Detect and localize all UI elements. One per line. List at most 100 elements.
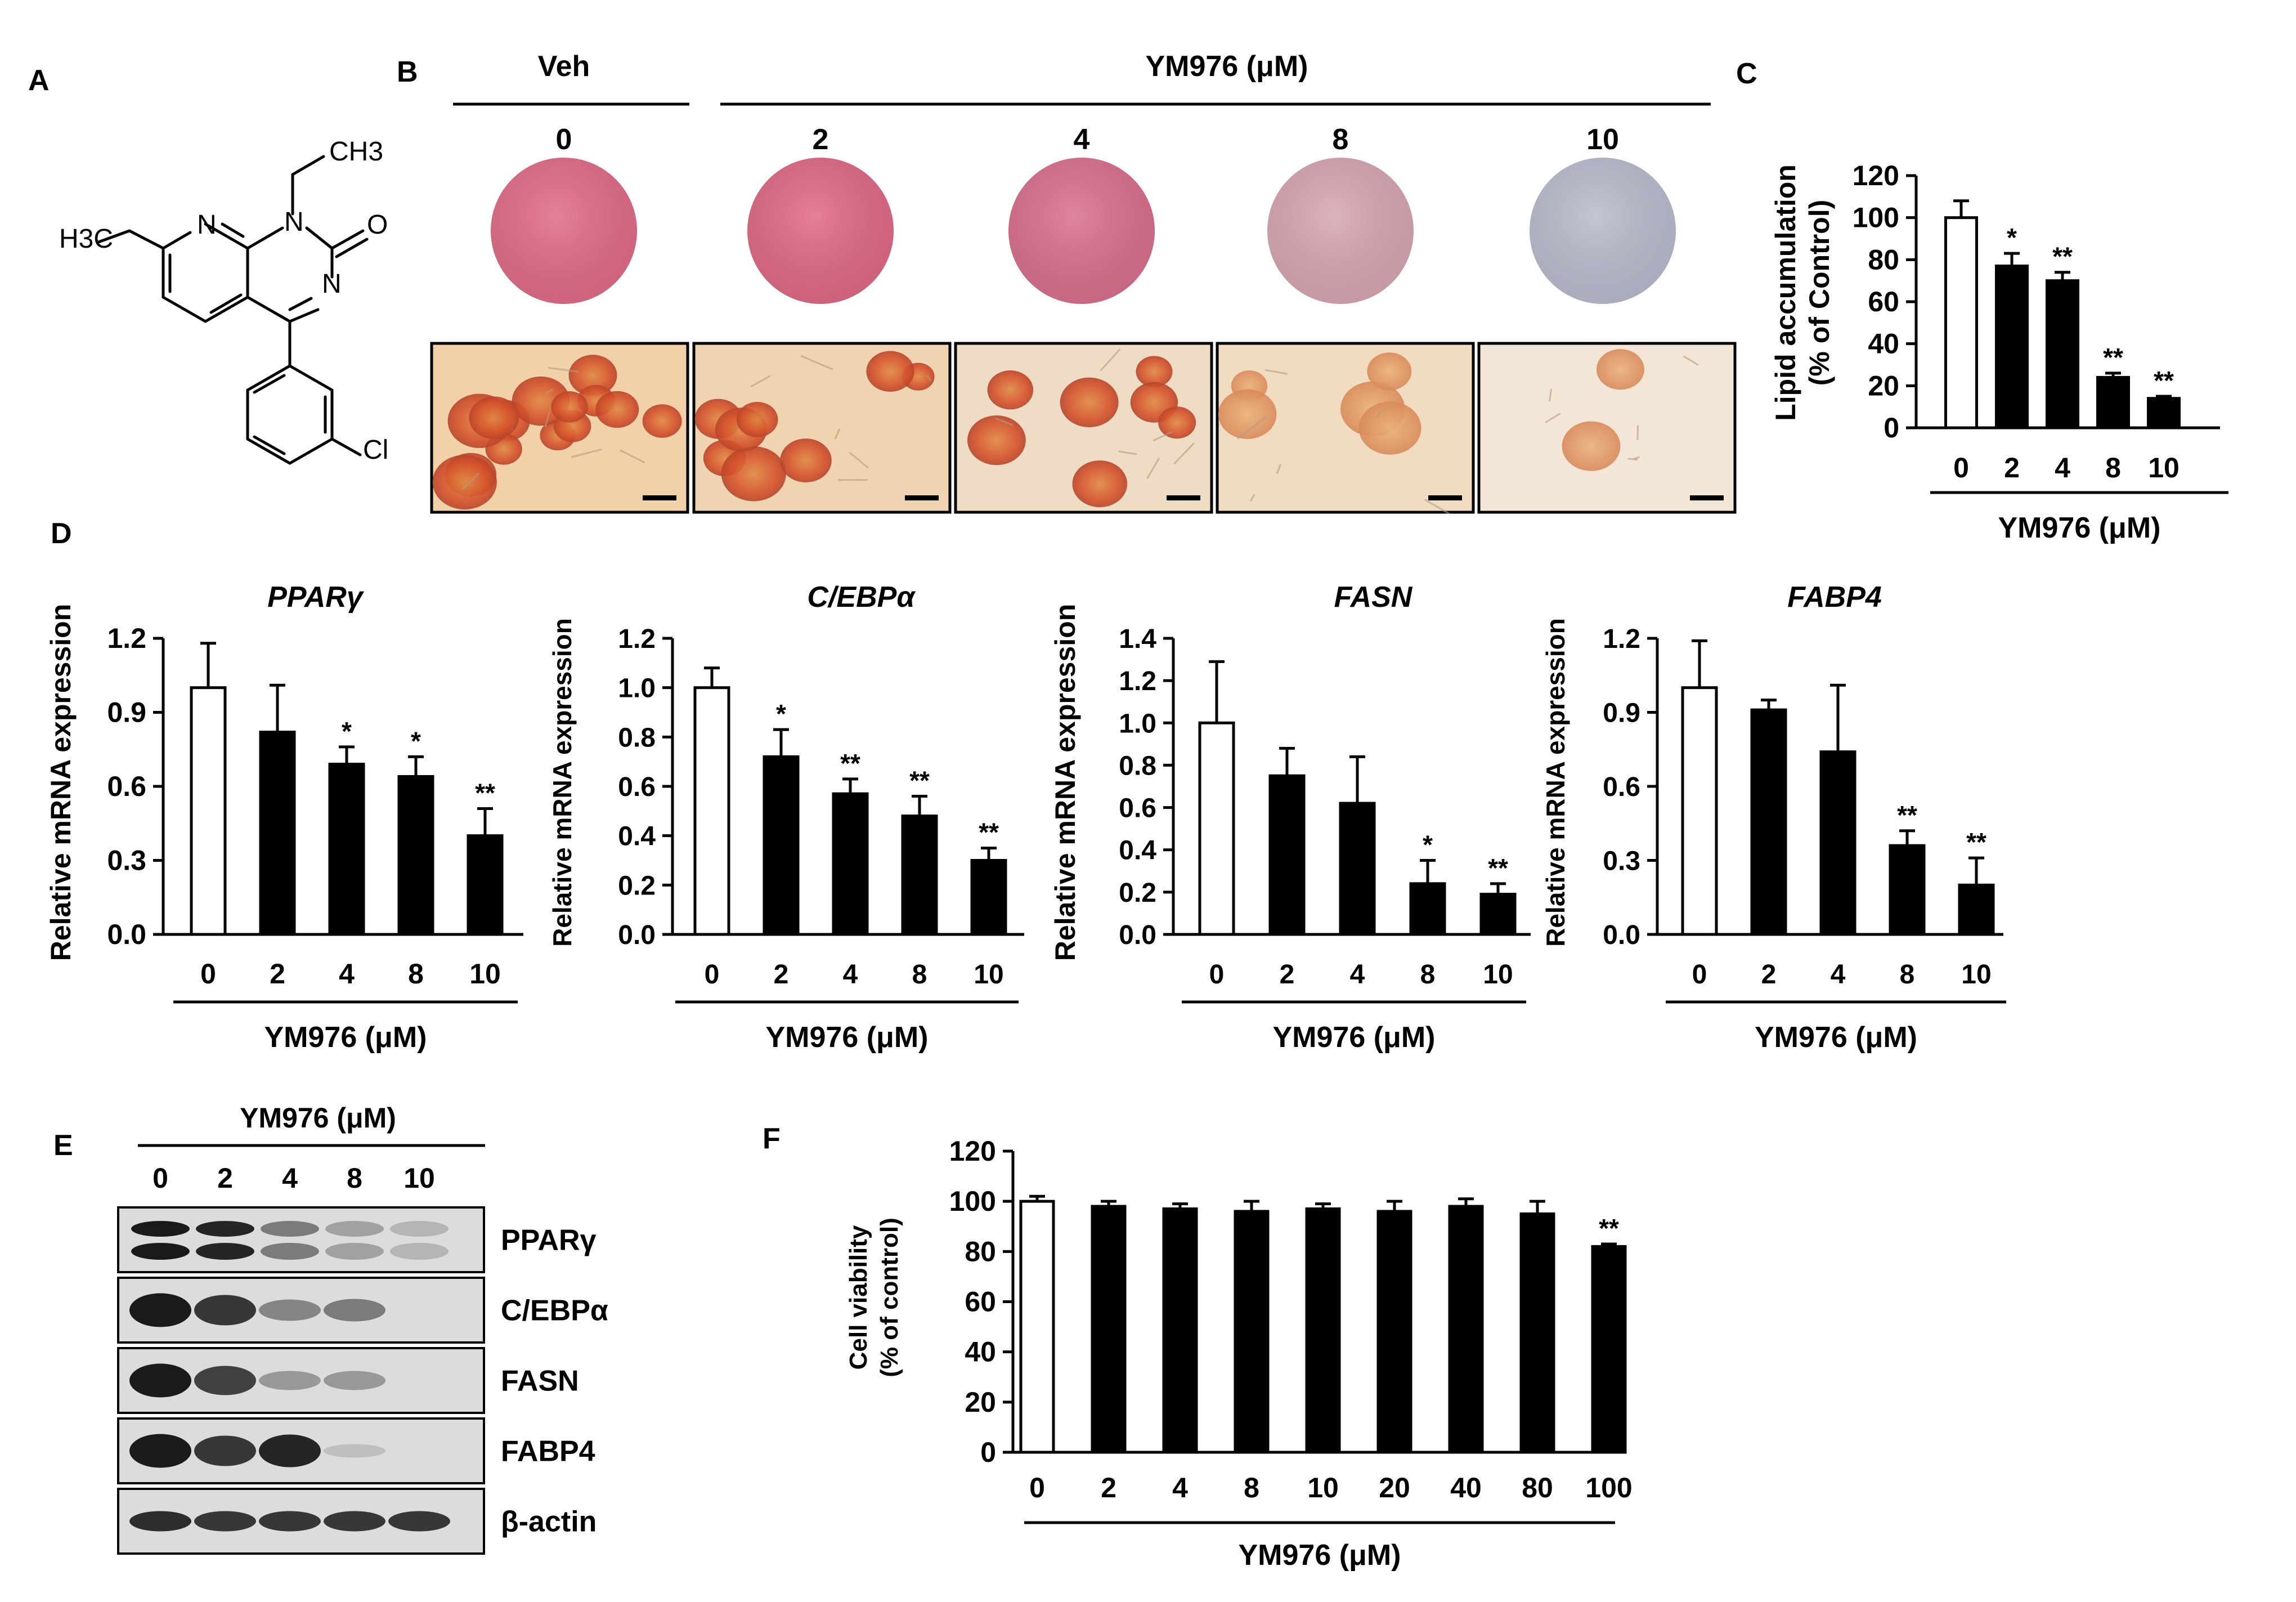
x-tick-label: 10 — [974, 960, 1003, 990]
fibroblast-edge — [1264, 369, 1288, 375]
blot-protein-label: FABP4 — [501, 1435, 595, 1468]
lipid-cell — [1218, 389, 1277, 439]
fibroblast-edge — [460, 472, 480, 491]
x-tick-label: 8 — [1244, 1472, 1259, 1503]
x-tick-label: 8 — [1420, 960, 1436, 990]
bar — [1819, 750, 1856, 936]
x-tick-label: 4 — [339, 958, 355, 990]
y-tick-label: 100 — [1853, 202, 1899, 234]
fibroblast-edge — [1549, 388, 1552, 402]
x-tick-label: 0 — [1029, 1472, 1045, 1503]
significance-mark: * — [1423, 830, 1433, 860]
bar — [190, 686, 227, 936]
scale-bar — [643, 495, 676, 500]
x-tick-label: 4 — [1172, 1472, 1188, 1503]
y-tick-label: 1.0 — [618, 674, 656, 704]
well-shading — [1530, 158, 1676, 304]
x-tick-label: 2 — [1101, 1472, 1116, 1503]
blot-protein-label: β-actin — [501, 1506, 597, 1538]
x-tick-label: 0 — [1953, 452, 1969, 484]
x-axis-label: YM976 (μM) — [1755, 1021, 1917, 1054]
y-tick-label: 0.0 — [1119, 920, 1156, 950]
y-tick-label: 0 — [980, 1437, 996, 1468]
x-tick-label: 8 — [2105, 452, 2121, 484]
y-tick-label: 100 — [949, 1185, 996, 1217]
blot-band — [131, 1221, 190, 1237]
x-tick-label: 10 — [1961, 960, 1991, 990]
y-tick-label: 0.6 — [1603, 772, 1640, 802]
fibroblast-edge — [548, 366, 579, 373]
blot-band — [390, 1243, 449, 1260]
dose-label-b: 10 — [1586, 123, 1619, 156]
blot-band — [129, 1434, 191, 1468]
chart-title: PPARγ — [267, 581, 365, 614]
y-tick-label: 1.2 — [107, 623, 146, 654]
x-tick-label: 8 — [1900, 960, 1915, 990]
blot-band — [324, 1511, 385, 1532]
bar — [1339, 802, 1376, 936]
fibroblast-edge — [1633, 456, 1640, 460]
fibroblast-edge — [1424, 499, 1450, 514]
blot-band — [196, 1221, 254, 1237]
well-shading — [747, 158, 894, 304]
fibroblast-edge — [800, 355, 833, 370]
panel-letter-f: F — [763, 1122, 781, 1155]
y-tick-label: 60 — [965, 1286, 996, 1318]
lane-label: 4 — [282, 1162, 298, 1194]
lipid-cell — [1596, 349, 1644, 390]
ym976-group-label: YM976 (μM) — [1146, 50, 1308, 83]
significance-mark: * — [411, 726, 421, 755]
bar — [1376, 1210, 1412, 1454]
significance-mark: ** — [979, 818, 999, 847]
dose-label-b: 8 — [1333, 123, 1349, 156]
lipid-cell — [1158, 406, 1196, 439]
fibroblast-edge — [1118, 450, 1137, 455]
atom-o: O — [367, 210, 388, 240]
y-tick-label: 120 — [1853, 160, 1899, 191]
blot-strip — [117, 1206, 485, 1273]
y-tick-label: 0.3 — [107, 845, 146, 876]
y-tick-label: 0.0 — [107, 919, 146, 950]
y-tick-label: 20 — [965, 1386, 996, 1418]
bar — [2147, 397, 2181, 429]
x-tick-label: 0 — [1209, 960, 1225, 990]
fibroblast-edge — [1545, 413, 1561, 423]
y-tick-label: 80 — [965, 1236, 996, 1267]
blot-band — [325, 1221, 384, 1237]
lipid-cell — [1136, 356, 1173, 387]
lipid-cell — [469, 396, 519, 439]
y-tick-label: 20 — [1868, 370, 1899, 401]
dose-label-b: 2 — [813, 123, 829, 156]
x-tick-label: 4 — [1831, 960, 1846, 990]
fibroblast-edge — [750, 375, 771, 388]
blot-protein-label: FASN — [501, 1365, 579, 1398]
chart-lipid-accumulation: 0 20 40 60 80 100 120 0 * 2 ** 4 ** 8 ** 10 YM976 (μM) Li… — [1770, 160, 2228, 544]
bar — [1681, 686, 1718, 936]
blot-band — [259, 1299, 321, 1321]
blot-band — [194, 1366, 256, 1395]
significance-mark: * — [342, 717, 352, 746]
significance-mark: ** — [2154, 366, 2174, 395]
fibroblast-edge — [1249, 494, 1255, 502]
bar — [1019, 1200, 1055, 1454]
significance-mark: ** — [1488, 853, 1508, 883]
blot-band — [196, 1243, 254, 1260]
bar — [693, 686, 730, 936]
bar — [1519, 1212, 1555, 1454]
fibroblast-edge — [1173, 442, 1195, 465]
lane-label: 2 — [217, 1162, 233, 1194]
lipid-cell — [1060, 377, 1119, 427]
fibroblast-edge — [545, 388, 554, 395]
bar — [1750, 708, 1787, 936]
atom-n-pyridine: N — [197, 210, 217, 240]
lipid-cell — [780, 438, 832, 482]
dose-label-b: 4 — [1074, 123, 1090, 156]
x-tick-label: 4 — [843, 960, 858, 990]
y-axis-label: Lipid accumulation — [1770, 164, 1801, 421]
chart-ppar-gamma-mrna: 0.0 0.3 0.6 0.9 1.2 0 2 * 4 * 8 ** 10 YM976 (μM) PPARγ… — [45, 581, 523, 1054]
bar — [1944, 216, 1978, 429]
bar — [1958, 883, 1995, 936]
x-axis-label: YM976 (μM) — [766, 1021, 929, 1054]
x-tick-label: 2 — [774, 960, 789, 990]
chart-fabp4-mrna: 0.0 0.3 0.6 0.9 1.2 0 2 4 ** 8 ** 10 YM976 (μM) FABP4… — [1541, 581, 2006, 1054]
